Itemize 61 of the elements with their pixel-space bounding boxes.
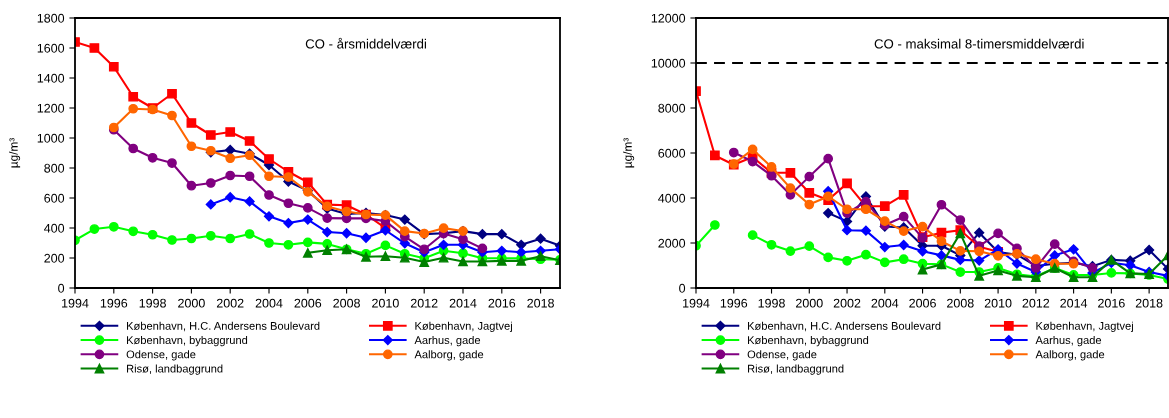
- y-tick-label: 8000: [658, 103, 686, 113]
- text: CO - årsmiddelværdi: [305, 37, 426, 49]
- x-tick-label: 1998: [758, 298, 785, 308]
- x-tick-label: 2002: [216, 298, 244, 308]
- y-tick-label: 1200: [37, 103, 65, 113]
- x-tick-label: 2002: [833, 298, 861, 308]
- legend-label: København, H.C. Andersens Boulevard: [127, 321, 320, 332]
- x-tick-label: 1996: [100, 298, 128, 308]
- y-tick-label: 200: [44, 253, 65, 263]
- y-tick-label: 1800: [37, 13, 65, 23]
- x-tick-label: 2000: [796, 298, 823, 308]
- y-tick-label: 1000: [37, 133, 65, 143]
- x-tick-label: 2014: [1060, 298, 1088, 308]
- x-tick-label: 1998: [139, 298, 166, 308]
- legend-label: København, bybaggrund: [127, 335, 248, 347]
- x-tick-label: 1996: [720, 298, 748, 308]
- legend-label: Aarhus, gade: [414, 335, 481, 347]
- x-tick-label: 2014: [449, 298, 477, 308]
- legend-label: Aalborg, gade: [1035, 350, 1105, 361]
- y-tick-label: 12000: [651, 13, 686, 23]
- x-tick-label: 2012: [410, 298, 438, 308]
- y-axis-title: µg/m³: [623, 138, 635, 168]
- legend-label: Aalborg, gade: [414, 350, 484, 361]
- y-tick-label: 0: [679, 283, 686, 293]
- x-tick-label: 2018: [1135, 298, 1163, 308]
- x-tick-label: 2016: [1098, 298, 1125, 308]
- legend-label: København, Jagtvej: [415, 321, 512, 333]
- x-tick-label: 2000: [178, 298, 205, 308]
- text: CO - maksimal 8-timersmiddelværdi: [874, 38, 1084, 49]
- x-tick-label: 1994: [62, 298, 89, 308]
- y-tick-label: 10000: [651, 58, 686, 68]
- y-tick-label: 0: [58, 283, 65, 293]
- x-tick-label: 2010: [984, 298, 1012, 308]
- x-tick-label: 2006: [909, 298, 936, 308]
- x-tick-label: 2004: [255, 298, 283, 308]
- legend-label: Aarhus, gade: [1035, 335, 1102, 347]
- y-tick-label: 1600: [37, 43, 65, 53]
- y-tick-label: 1400: [37, 73, 65, 83]
- legend-label: København, Jagtvej: [1036, 321, 1133, 333]
- legend-label: København, H.C. Andersens Boulevard: [748, 321, 941, 332]
- y-tick-label: 2000: [658, 238, 686, 248]
- legend-label: Risø, landbaggrund: [748, 364, 844, 375]
- legend-label: Odense, gade: [747, 350, 817, 361]
- y-tick-label: 800: [44, 163, 65, 173]
- x-tick-label: 2010: [372, 298, 399, 308]
- y-axis-title: µg/m³: [9, 138, 21, 168]
- x-tick-label: 2006: [294, 298, 322, 308]
- x-tick-label: 2008: [333, 298, 360, 308]
- y-tick-label: 400: [44, 223, 65, 233]
- y-tick-label: 600: [44, 193, 65, 203]
- y-tick-label: 4000: [658, 193, 686, 203]
- y-tick-label: 6000: [658, 148, 686, 158]
- x-tick-label: 2018: [527, 298, 554, 308]
- x-tick-label: 2012: [1022, 298, 1050, 308]
- x-tick-label: 2008: [947, 298, 974, 308]
- x-tick-label: 2004: [871, 298, 899, 308]
- legend-label: Risø, landbaggrund: [127, 364, 223, 375]
- legend-label: København, bybaggrund: [748, 335, 869, 347]
- legend-label: Odense, gade: [126, 350, 196, 361]
- x-tick-label: 2016: [488, 298, 516, 308]
- x-tick-label: 1994: [683, 298, 710, 308]
